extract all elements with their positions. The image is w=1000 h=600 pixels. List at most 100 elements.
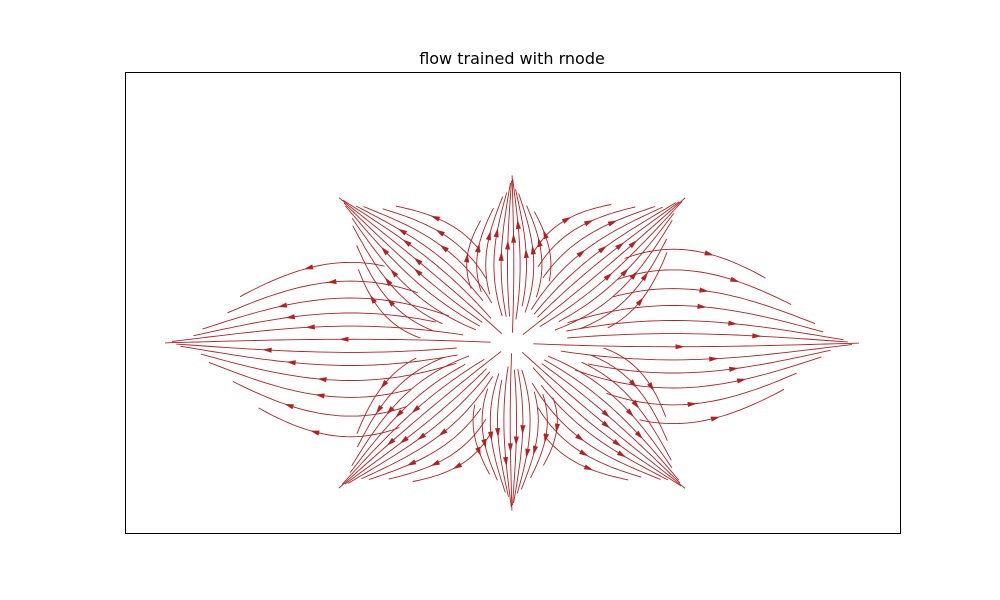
- streamline-arrow: [375, 404, 384, 414]
- streamline-arrow: [583, 220, 594, 227]
- streamline: [368, 407, 482, 480]
- streamline: [540, 385, 669, 481]
- streamline-arrow: [561, 217, 572, 224]
- streamline: [531, 382, 661, 480]
- streamline-arrow: [511, 233, 517, 243]
- streamline-arrow: [675, 344, 685, 350]
- streamline: [548, 355, 673, 468]
- streamline-arrow: [435, 229, 445, 237]
- streamline: [624, 248, 766, 279]
- streamline-arrow: [498, 251, 504, 261]
- streamline-arrow: [493, 227, 499, 238]
- streamline-arrow: [575, 433, 585, 442]
- streamline-arrow: [386, 406, 395, 415]
- streamline-arrow: [530, 245, 536, 255]
- streamline: [351, 218, 476, 331]
- streamline: [566, 320, 844, 341]
- streamline: [537, 201, 680, 318]
- streamline-arrow: [629, 271, 638, 280]
- streamline: [347, 371, 491, 484]
- streamline: [603, 347, 667, 417]
- streamline-arrow: [616, 450, 627, 458]
- streamline-arrow: [327, 279, 337, 285]
- streamline: [497, 379, 509, 497]
- streamline-arrow: [736, 378, 747, 384]
- streamline: [176, 343, 457, 353]
- streamline: [520, 391, 539, 490]
- streamline-arrow: [452, 462, 463, 469]
- streamline-arrow: [285, 314, 295, 320]
- streamline-arrow: [505, 240, 511, 250]
- streamline-arrow: [640, 272, 649, 282]
- streamline: [607, 252, 668, 329]
- streamline-arrow: [369, 294, 377, 304]
- streamline-arrow: [495, 428, 501, 438]
- streamline: [472, 404, 490, 475]
- streamline-arrow: [709, 356, 719, 362]
- streamline: [356, 245, 433, 331]
- streamline: [363, 206, 493, 304]
- streamline-arrow: [601, 409, 611, 418]
- streamline: [543, 359, 680, 481]
- streamline-arrow: [752, 333, 762, 339]
- streamline: [344, 368, 487, 485]
- streamline: [606, 372, 797, 406]
- streamline-arrow: [620, 268, 629, 277]
- streamline: [227, 280, 418, 314]
- streamline-arrow: [386, 437, 396, 446]
- streamline-arrow: [697, 303, 707, 309]
- streamline-arrow: [687, 401, 697, 407]
- streamline: [533, 342, 859, 348]
- streamline-arrow: [430, 215, 441, 222]
- streamline: [357, 269, 421, 339]
- streamline: [617, 269, 792, 306]
- streamline: [542, 206, 656, 279]
- streamline-arrow: [635, 297, 644, 307]
- streamline: [258, 407, 400, 438]
- streamline: [515, 189, 527, 307]
- streamline: [511, 175, 515, 333]
- streamline: [513, 369, 524, 504]
- streamline: [533, 202, 677, 315]
- streamline-arrow: [507, 443, 513, 453]
- streamline-arrow: [728, 320, 738, 326]
- streamline-arrow: [704, 250, 714, 256]
- streamline-arrow: [310, 430, 320, 436]
- streamline-arrow: [576, 249, 586, 258]
- streamline-arrow: [406, 459, 417, 466]
- streamline: [485, 196, 504, 295]
- streamline: [560, 344, 852, 361]
- streamline-arrow: [615, 242, 625, 251]
- streamline-arrow: [339, 336, 349, 342]
- streamline-arrow: [262, 347, 272, 353]
- streamline: [522, 197, 686, 335]
- plot-frame: [125, 72, 901, 534]
- streamline-arrow: [381, 246, 390, 256]
- streamline: [537, 206, 636, 268]
- streamline: [202, 297, 449, 330]
- streamline-arrow: [411, 405, 421, 414]
- streamline: [208, 361, 412, 398]
- streamline-arrow: [413, 257, 423, 266]
- streamline-arrow: [397, 228, 408, 236]
- streamline: [503, 366, 512, 508]
- streamline-arrow: [520, 425, 526, 435]
- streamline-arrow: [417, 432, 427, 441]
- streamline: [591, 355, 668, 441]
- streamline: [344, 205, 481, 327]
- streamline: [588, 349, 831, 374]
- streamline-arrow: [625, 408, 634, 418]
- streamline-arrow: [439, 244, 449, 253]
- streamline: [466, 220, 481, 289]
- streamline-arrow: [597, 245, 607, 254]
- streamline-arrow: [277, 302, 288, 308]
- streamline: [516, 369, 531, 494]
- streamline: [343, 202, 483, 323]
- streamline-arrow: [315, 393, 325, 399]
- streamline-arrow: [384, 277, 393, 287]
- streamline: [575, 356, 822, 389]
- streamline-arrow: [628, 379, 637, 388]
- streamline-arrow: [525, 448, 531, 459]
- streamline-arrow: [513, 436, 519, 446]
